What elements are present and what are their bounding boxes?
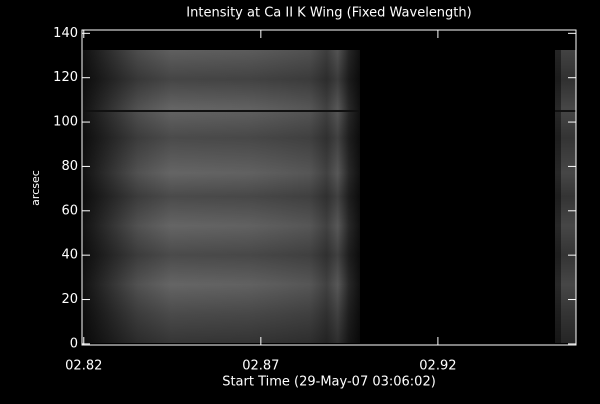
x-axis-label: Start Time (29-May-07 03:06:02) <box>222 375 436 390</box>
y-tick-label: 40 <box>61 248 78 263</box>
y-axis-label: arcsec <box>29 170 42 206</box>
image <box>82 50 576 343</box>
chart-title: Intensity at Ca II K Wing (Fixed Wavelen… <box>186 6 471 21</box>
plot-frame <box>81 29 577 346</box>
image-strip-banding <box>555 50 576 343</box>
y-tick-label: 20 <box>61 292 78 307</box>
y-tick-label: 100 <box>53 115 78 130</box>
y-tick-label: 80 <box>61 159 78 174</box>
y-tick-label: 140 <box>53 26 78 41</box>
y-tick-label: 0 <box>70 336 78 351</box>
x-tick-label: 02.82 <box>65 359 102 374</box>
y-tick-label: 60 <box>61 203 78 218</box>
x-tick-label: 02.92 <box>419 359 456 374</box>
image-banding <box>82 50 360 343</box>
y-tick-label: 120 <box>53 70 78 85</box>
x-tick-label: 02.87 <box>242 359 279 374</box>
